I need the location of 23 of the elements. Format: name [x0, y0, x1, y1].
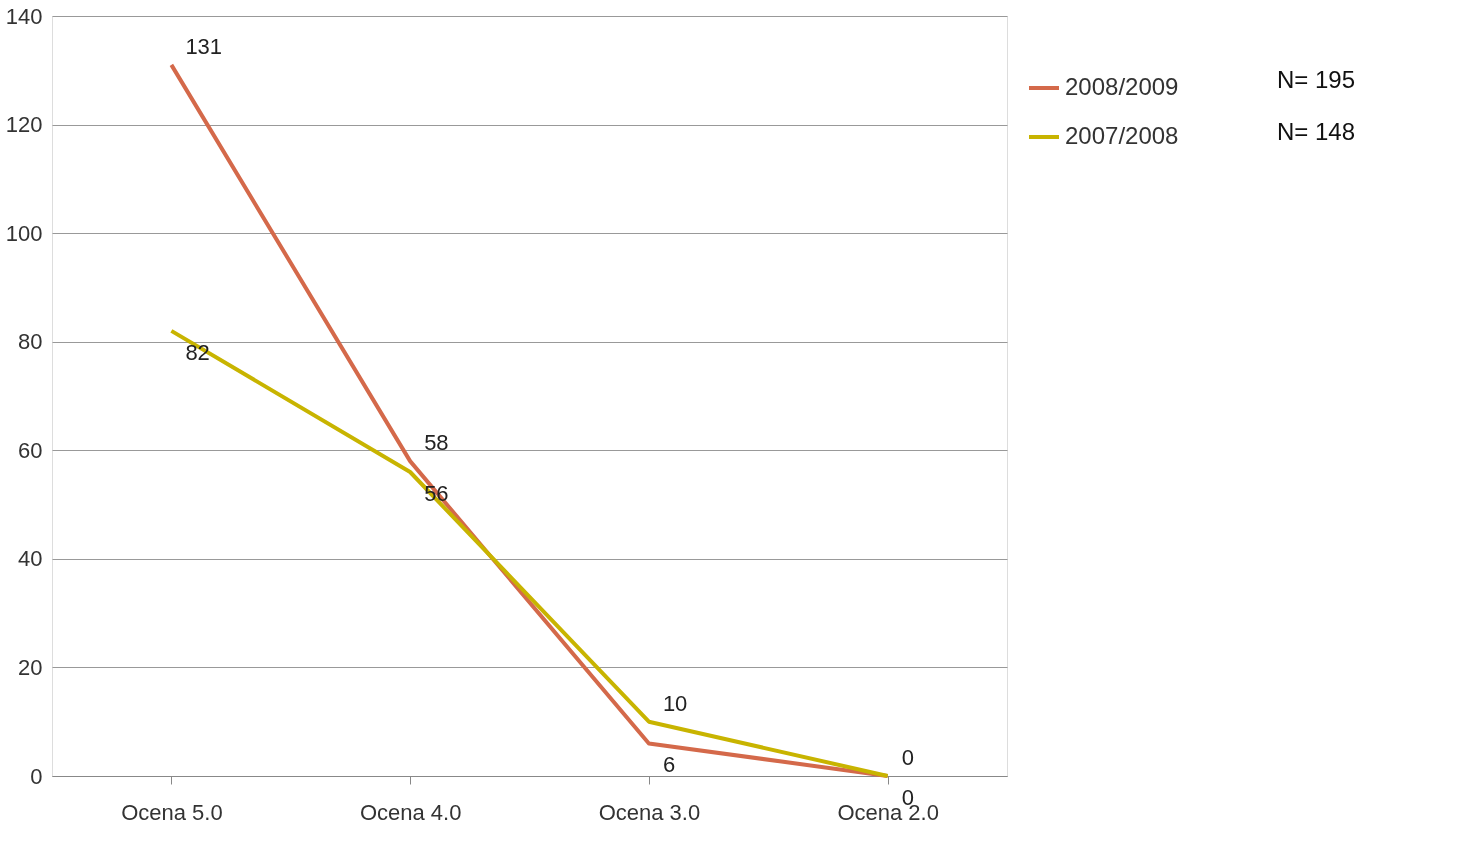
x-tick-label: Ocena 3.0	[598, 799, 701, 825]
data-label: 0	[901, 745, 914, 770]
y-tick-label: 120	[5, 112, 43, 138]
line-series	[169, 62, 890, 778]
y-tick-label: 140	[5, 3, 43, 29]
y-tick-label: 0	[30, 763, 43, 789]
y-tick-label: 40	[18, 546, 43, 572]
legend-label: 2007/2008	[1065, 122, 1179, 149]
legend-label: 2008/2009	[1065, 73, 1179, 100]
data-label: 10	[662, 690, 688, 716]
y-tick-label: 60	[18, 437, 43, 463]
data-label: 58	[424, 430, 449, 456]
y-tick-label: 80	[18, 329, 43, 355]
text: N= 148	[1277, 118, 1356, 145]
data-label: 6	[662, 752, 676, 778]
line-series	[169, 328, 890, 778]
data-label: 131	[185, 33, 223, 59]
y-tick-label: 100	[5, 220, 43, 246]
x-tick-label: Ocena 5.0	[121, 799, 223, 825]
data-label: 82	[185, 339, 210, 365]
text: N= 195	[1277, 66, 1356, 93]
x-tick-label: Ocena 4.0	[359, 799, 462, 825]
y-tick-label: 20	[18, 654, 43, 680]
